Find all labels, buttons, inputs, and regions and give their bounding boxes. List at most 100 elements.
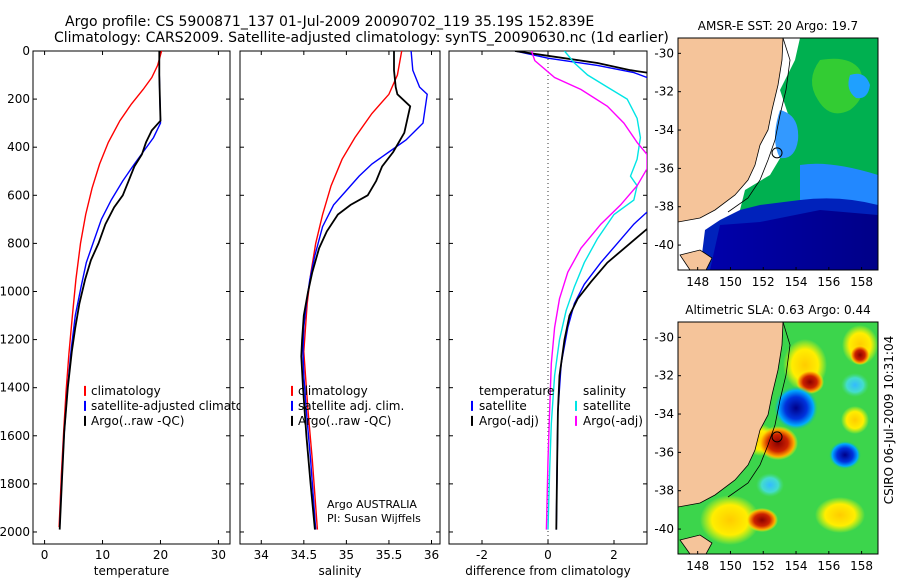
y-tick-label: 1600 — [0, 429, 30, 443]
legend-label: satellite-adjusted climatology — [91, 399, 269, 413]
y-tick-label: -30 — [654, 330, 674, 344]
difference-profile-xlabel: difference from climatology — [465, 564, 631, 578]
sst-map: AMSR-E SST: 20 Argo: 19.7 148 150 152 154 15… — [654, 19, 879, 289]
y-tick-label: 1000 — [0, 284, 30, 298]
y-tick-label: 1800 — [0, 477, 30, 491]
x-tick-label: 34.5 — [290, 548, 317, 562]
sst-argo-marker — [771, 147, 783, 159]
sla-map-field — [678, 322, 878, 554]
sla-red-south — [746, 508, 778, 532]
x-tick-label: 36 — [424, 548, 439, 562]
legend-label: climatology — [91, 384, 161, 398]
legend-label: salinity — [583, 384, 626, 398]
y-tick-label: -40 — [654, 522, 674, 536]
sla-yellow-east — [841, 406, 869, 434]
legend-label: Argo(..raw -QC) — [91, 414, 184, 428]
sla-map-frame — [677, 321, 879, 555]
sla-blue-eddy — [774, 386, 818, 430]
sst-map-title: AMSR-E SST: 20 Argo: 19.7 — [698, 19, 858, 33]
sst-mid-blue — [800, 163, 878, 205]
y-tick-label: -40 — [654, 238, 674, 252]
sla-yellow-south — [700, 495, 760, 545]
x-tick-label: 156 — [817, 559, 840, 573]
sst-tasmania — [679, 249, 713, 270]
annotation: Argo AUSTRALIA — [327, 498, 417, 511]
x-tick-label: 20 — [153, 548, 168, 562]
salinity-profile: 34 34.5 35 35.5 36 salinity climatologysatelli… — [239, 50, 441, 578]
series-line — [58, 51, 163, 528]
sla-red-eddy — [758, 426, 798, 460]
credit-stamp: CSIRO 06-Jul-2009 10:31:04 — [882, 336, 896, 504]
series-line — [302, 51, 428, 530]
sst-map-ticks: 148 150 152 154 156 158 -30 -32 -34 -36 -38 -40 — [654, 46, 873, 289]
sla-map-ticks: 148 150 152 154 156 158 -30 -32 -34 -36 -38 -40 — [654, 330, 873, 573]
sla-cyan-patch-2 — [841, 373, 869, 397]
x-tick-label: 154 — [785, 275, 808, 289]
y-tick-label: 1200 — [0, 333, 30, 347]
sla-map-title: Altimetric SLA: 0.63 Argo: 0.44 — [685, 303, 870, 317]
sla-coast-offshore — [727, 322, 791, 498]
x-tick-label: -2 — [476, 548, 488, 562]
y-tick-label: -38 — [654, 200, 674, 214]
y-tick-label: 800 — [7, 236, 30, 250]
x-tick-label: 150 — [719, 559, 742, 573]
series-line — [514, 51, 647, 74]
sla-land — [678, 322, 784, 508]
y-tick-label: -36 — [654, 161, 674, 175]
x-tick-label: 152 — [752, 559, 775, 573]
series-line — [530, 51, 647, 530]
sla-yellow-se — [815, 497, 865, 533]
sst-land — [678, 38, 784, 223]
y-tick-label: 0 — [22, 44, 30, 58]
difference-profile: -2 0 2 difference from climatology temperatu… — [448, 50, 648, 578]
series-line — [300, 51, 412, 530]
sla-blue-east — [829, 441, 861, 469]
x-tick-label: 10 — [95, 548, 110, 562]
sst-cyan-eddy — [848, 73, 870, 99]
legend-label: satellite adj. clim. — [298, 399, 404, 413]
x-tick-label: 0 — [41, 548, 49, 562]
y-tick-label: 400 — [7, 140, 30, 154]
y-tick-label: 2000 — [0, 525, 30, 539]
y-tick-label: -34 — [654, 407, 674, 421]
sst-cyan-band — [775, 110, 799, 159]
series-line — [547, 51, 642, 530]
x-tick-label: 152 — [752, 275, 775, 289]
y-tick-label: 600 — [7, 188, 30, 202]
y-tick-label: 200 — [7, 92, 30, 106]
y-tick-label: -30 — [654, 46, 674, 60]
salinity-profile-xlabel: salinity — [318, 564, 361, 578]
sla-cyan-patch — [756, 473, 784, 497]
sst-coast-offshore — [727, 38, 791, 213]
series-line — [303, 51, 403, 530]
sla-map: Altimetric SLA: 0.63 Argo: 0.44 148 150 15… — [654, 303, 879, 573]
y-tick-label: 1400 — [0, 381, 30, 395]
header-line-2: Climatology: CARS2009. Satellite-adjuste… — [54, 30, 669, 46]
x-tick-label: 34 — [254, 548, 269, 562]
header-line-1: Argo profile: CS 5900871_137 01-Jul-2009… — [65, 14, 594, 30]
legend-label: temperature — [479, 384, 554, 398]
sst-light-green — [811, 58, 864, 114]
y-tick-label: -32 — [654, 369, 674, 383]
series-line — [555, 228, 647, 530]
sla-red-ne — [850, 345, 870, 365]
legend-label: Argo(-adj) — [583, 414, 643, 428]
sst-map-field — [678, 38, 878, 270]
x-tick-label: 156 — [817, 275, 840, 289]
legend-label: climatology — [298, 384, 368, 398]
x-tick-label: 0 — [544, 548, 552, 562]
x-tick-label: 158 — [850, 559, 873, 573]
legend-label: Argo(-adj) — [479, 414, 539, 428]
temperature-profile: 0 200 400 600 800 1000 1200 1400 1600 1800 2000 0 10… — [0, 44, 269, 578]
temperature-profile-frame — [32, 50, 231, 545]
legend-label: satellite — [583, 399, 631, 413]
series-line — [514, 51, 647, 79]
annotation: PI: Susan Wijffels — [327, 512, 421, 525]
y-tick-label: -32 — [654, 85, 674, 99]
x-tick-label: 30 — [211, 548, 226, 562]
x-tick-label: 148 — [686, 275, 709, 289]
legend-label: Argo(..raw -QC) — [298, 414, 391, 428]
sst-deep-region — [710, 210, 878, 270]
x-tick-label: 150 — [719, 275, 742, 289]
